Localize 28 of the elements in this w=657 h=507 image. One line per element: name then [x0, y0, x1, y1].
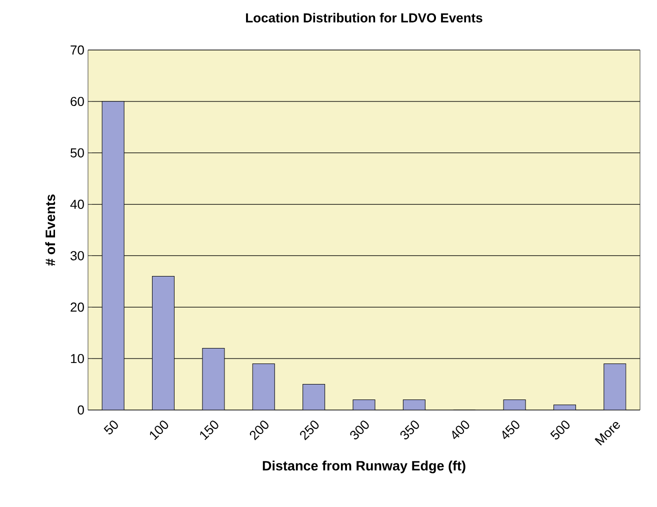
y-tick-label: 70 — [70, 45, 84, 55]
bar — [202, 348, 225, 410]
bar — [152, 276, 175, 410]
bar — [252, 363, 275, 410]
y-axis-title: # of Events — [45, 194, 56, 266]
bar — [604, 363, 626, 410]
x-tick-label: 150 — [200, 420, 218, 440]
x-tick-label: 400 — [452, 420, 470, 440]
bar — [403, 400, 426, 410]
x-tick-label: 350 — [400, 420, 419, 440]
x-tick-label: 250 — [300, 420, 319, 440]
y-tick-label: 0 — [78, 405, 84, 415]
bar — [102, 101, 124, 410]
x-tick-label: 50 — [104, 420, 118, 434]
chart-title: Location Distribution for LDVO Events — [246, 12, 482, 22]
y-tick-label: 30 — [70, 251, 84, 260]
y-tick-label: 50 — [70, 148, 84, 158]
bar — [302, 384, 326, 410]
x-tick-label: 300 — [350, 420, 369, 440]
x-tick-label: 200 — [250, 420, 268, 440]
y-tick-label: 10 — [70, 354, 84, 364]
x-axis-title: Distance from Runway Edge (ft) — [262, 460, 466, 474]
y-tick-label: 60 — [70, 96, 84, 106]
x-tick-label: 500 — [550, 420, 570, 440]
x-tick-label: 450 — [502, 420, 520, 440]
y-tick-label: 40 — [70, 200, 84, 209]
x-tick-label: 100 — [150, 420, 168, 440]
y-tick-label: 20 — [70, 302, 84, 312]
